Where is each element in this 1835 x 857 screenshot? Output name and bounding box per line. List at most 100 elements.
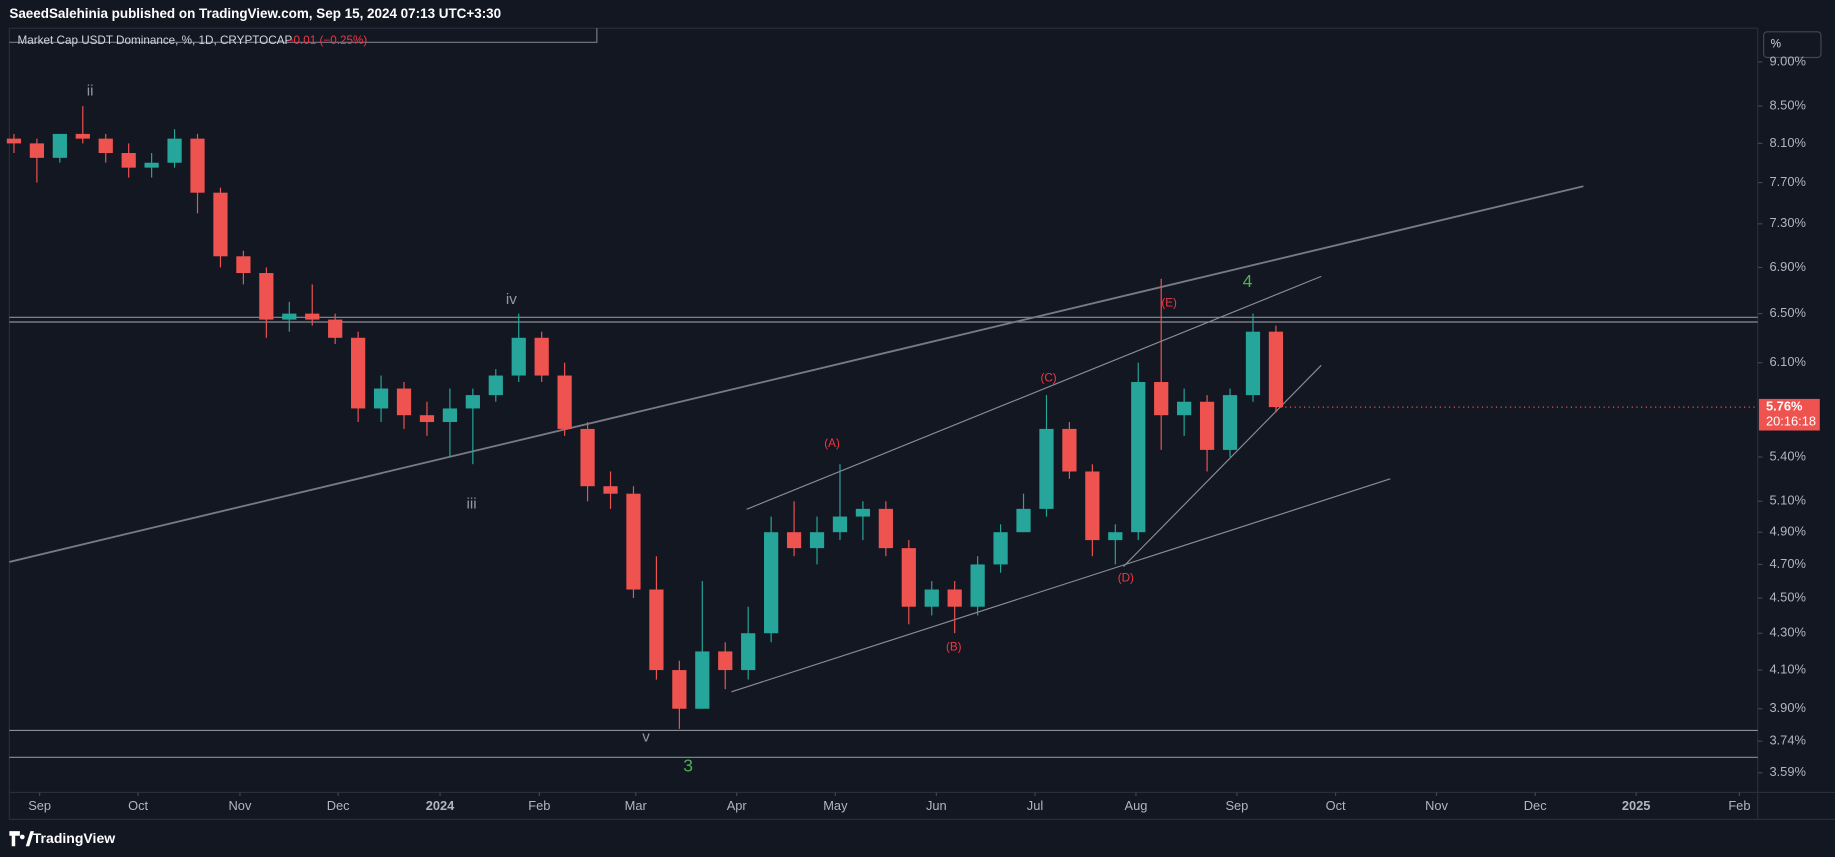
y-tick-label: 4.70% — [1769, 556, 1805, 571]
y-tick-label: 8.50% — [1769, 98, 1805, 113]
candle-body — [282, 313, 297, 320]
wave-labels: ii iii iv v 3 4 (A) (B) (C) (D) (E) — [87, 82, 1253, 775]
candle-body — [190, 138, 205, 193]
candle-body — [488, 375, 503, 396]
candle-body — [328, 319, 343, 338]
y-tick-label: 4.50% — [1769, 589, 1805, 604]
x-tick-label: 2025 — [1622, 798, 1651, 813]
candle-body — [442, 408, 458, 423]
y-tick-label: 7.70% — [1769, 174, 1805, 189]
candle-body — [764, 532, 779, 634]
candle-body — [1154, 382, 1169, 416]
x-tick-label: 2024 — [426, 798, 455, 813]
last-price-tag — [1758, 398, 1820, 431]
y-tick-label: 7.30% — [1769, 215, 1805, 230]
countdown: 20:16:18 — [1766, 414, 1816, 429]
x-tick-label: Oct — [1326, 798, 1346, 813]
x-tick-label: Oct — [128, 798, 148, 813]
y-tick-label: 4.30% — [1769, 625, 1805, 640]
candle-body — [511, 337, 526, 376]
candle-body — [832, 516, 848, 533]
candle-body — [718, 651, 733, 671]
candle-body — [557, 375, 572, 429]
candle-body — [1085, 471, 1100, 541]
drawings — [9, 185, 1758, 758]
candle-body — [305, 313, 320, 320]
x-tick-label: Apr — [727, 798, 748, 813]
candle-body — [1108, 532, 1123, 541]
candle-body — [672, 670, 687, 709]
candle-body — [98, 138, 113, 154]
candles — [6, 106, 1284, 729]
y-tick-label: 5.40% — [1769, 448, 1805, 463]
y-tick-label: 4.90% — [1769, 524, 1805, 539]
legend-symbol: Market Cap USDT Dominance, %, 1D, CRYPTO… — [18, 34, 293, 47]
y-tick-label: 3.74% — [1769, 733, 1805, 748]
candle-body — [901, 548, 916, 607]
candle-body — [144, 162, 159, 168]
wave-label: v — [642, 728, 650, 745]
trendline — [746, 275, 1322, 510]
candle-body — [534, 337, 549, 376]
candle-body — [855, 508, 871, 517]
trendline — [731, 478, 1391, 693]
y-tick-label: 3.90% — [1769, 700, 1805, 715]
candle-body — [878, 508, 893, 549]
candle-body — [580, 428, 595, 487]
footer-brand: TradingView — [33, 830, 115, 846]
candle-body — [786, 532, 802, 549]
candle-body — [236, 256, 251, 274]
candle-body — [1177, 401, 1192, 416]
y-tick-label: 3.59% — [1769, 764, 1805, 779]
wave-label: 3 — [683, 755, 693, 775]
wave-label: 4 — [1243, 271, 1253, 291]
trendline — [9, 185, 1584, 563]
candle-body — [1268, 331, 1284, 408]
candle-body — [167, 138, 182, 163]
candle-body — [419, 415, 435, 423]
last-price-label: 5.76% — [1766, 399, 1803, 414]
x-tick-label: May — [823, 798, 848, 813]
x-tick-label: Dec — [1524, 798, 1547, 813]
candle-body — [947, 589, 962, 607]
legend-change: −0.01 (−0.25%) — [287, 34, 368, 47]
x-tick-label: Jun — [926, 798, 947, 813]
candle-body — [1245, 331, 1261, 396]
footer-logo — [9, 831, 34, 847]
scale-button[interactable] — [1763, 31, 1822, 59]
candle-body — [465, 395, 480, 409]
candle-body — [213, 192, 228, 257]
x-tick-label: Jul — [1027, 798, 1043, 813]
candle-body — [351, 337, 366, 409]
candle-body — [6, 138, 22, 144]
y-tick-label: 6.90% — [1769, 259, 1805, 274]
scale-button-label[interactable]: % — [1771, 38, 1781, 51]
y-tick-label: 5.10% — [1769, 493, 1805, 508]
publisher: SaeedSalehinia published on TradingView.… — [9, 6, 501, 21]
x-tick-label: Mar — [625, 798, 648, 813]
wave-label: iii — [467, 496, 477, 513]
x-tick-label: Feb — [1728, 798, 1750, 813]
candle-body — [1062, 428, 1077, 472]
y-tick-label: 6.50% — [1769, 305, 1805, 320]
candle-body — [1039, 428, 1054, 509]
candle-body — [121, 153, 136, 168]
wave-label: (A) — [824, 437, 840, 450]
y-tick-label: 8.10% — [1769, 135, 1805, 150]
candle-body — [626, 493, 641, 590]
y-tick-label: 9.00% — [1769, 53, 1805, 68]
x-tick-label: Sep — [1225, 798, 1248, 813]
x-tick-label: Sep — [28, 798, 51, 813]
candle-body — [259, 273, 274, 320]
candle-body — [396, 388, 412, 416]
x-tick-label: Nov — [1425, 798, 1448, 813]
trendline — [1123, 364, 1322, 568]
candle-body — [809, 532, 825, 549]
wave-label: (B) — [946, 640, 962, 653]
x-tick-label: Feb — [528, 798, 550, 813]
candle-body — [741, 633, 756, 671]
candle-body — [373, 388, 389, 409]
